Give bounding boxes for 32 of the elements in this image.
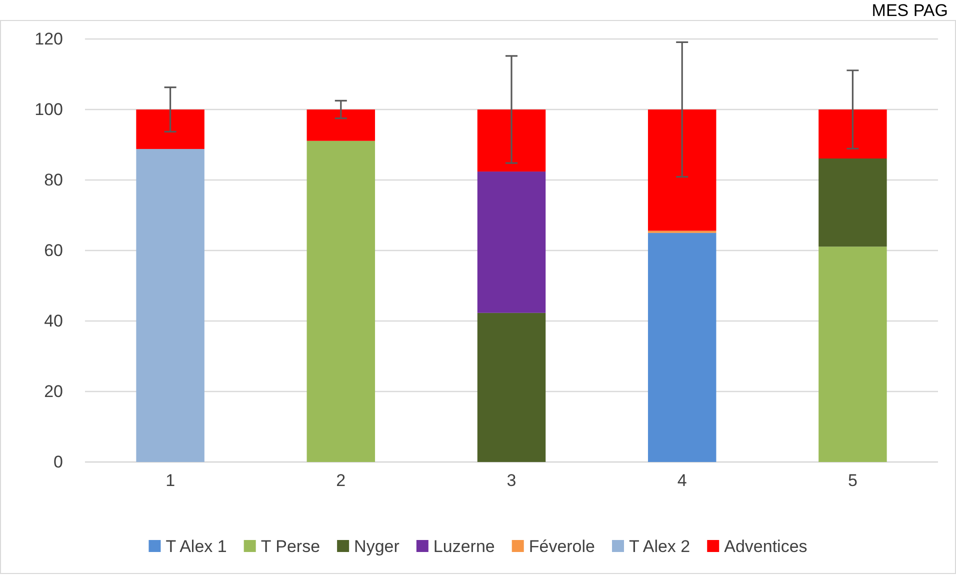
x-tick-label: 5 xyxy=(848,471,858,490)
bar xyxy=(648,110,716,231)
y-tick-label: 0 xyxy=(54,452,63,472)
bar xyxy=(648,232,716,462)
y-tick-label: 100 xyxy=(34,100,63,119)
y-tick-label: 20 xyxy=(44,382,63,401)
x-tick-label: 3 xyxy=(506,471,516,490)
bar xyxy=(477,312,546,462)
legend-label: Féverole xyxy=(528,537,595,556)
bar xyxy=(477,172,546,313)
y-tick-label: 40 xyxy=(44,311,63,330)
bar xyxy=(818,110,887,158)
bar xyxy=(818,246,887,462)
legend-label: Adventices xyxy=(724,537,808,556)
bar xyxy=(306,110,376,141)
bar xyxy=(136,148,204,462)
bar xyxy=(818,158,887,247)
x-tick-label: 1 xyxy=(166,471,176,490)
bar xyxy=(136,110,204,149)
legend-label: T Alex 1 xyxy=(166,537,227,556)
y-tick-label: 80 xyxy=(44,170,63,190)
y-tick-label: 60 xyxy=(44,240,63,260)
text: MES PAG xyxy=(872,1,948,20)
bar xyxy=(477,110,546,172)
legend-label: Luzerne xyxy=(433,537,495,556)
x-tick-label: 4 xyxy=(677,471,687,490)
bar xyxy=(306,140,376,462)
y-tick-label: 120 xyxy=(34,29,63,48)
legend-label: Nyger xyxy=(354,537,400,556)
legend-label: T Perse xyxy=(260,537,320,556)
x-tick-label: 2 xyxy=(336,471,346,490)
legend-label: T Alex 2 xyxy=(628,537,690,556)
